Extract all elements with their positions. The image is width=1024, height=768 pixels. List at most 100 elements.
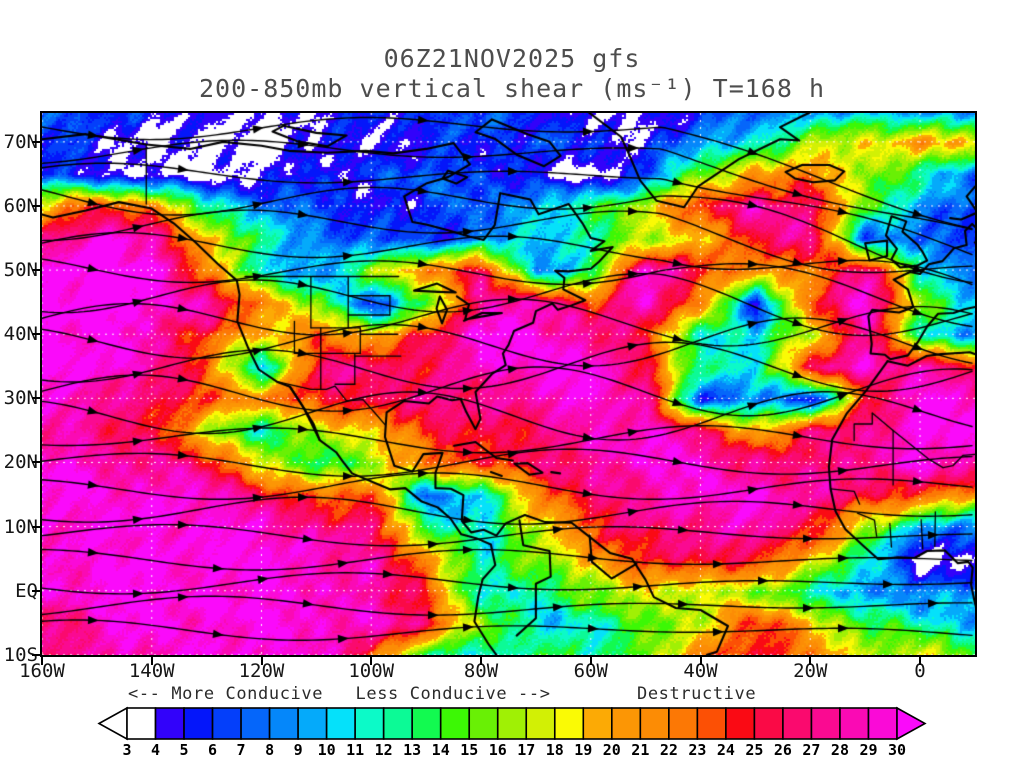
colorbar-segment: [382, 707, 413, 740]
colorbar-tick-label: 11: [346, 741, 365, 759]
colorbar-segment: [126, 707, 157, 740]
colorbar-tick-label: 20: [602, 741, 621, 759]
colorbar-legend-destructive: Destructive: [637, 684, 757, 704]
colorbar-segment: [696, 707, 727, 740]
colorbar-segment: [240, 707, 271, 740]
lon-tick-mark: [260, 657, 263, 665]
lon-tick-mark: [150, 657, 153, 665]
lat-tick-label: 20N: [3, 451, 38, 474]
colorbar-segment: [753, 707, 784, 740]
colorbar-segment: [611, 707, 642, 740]
colorbar: [97, 706, 927, 741]
colorbar-segment: [810, 707, 841, 740]
lat-tick-mark: [32, 461, 40, 464]
lon-tick-label: 140W: [128, 660, 175, 682]
lon-tick-mark: [41, 657, 43, 665]
colorbar-tick-label: 18: [545, 741, 564, 759]
colorbar-tick-label: 12: [374, 741, 393, 759]
colorbar-tick-label: 15: [460, 741, 479, 759]
colorbar-segment: [496, 707, 528, 740]
colorbar-tick-label: 13: [403, 741, 422, 759]
lon-tick-label: 160W: [19, 660, 65, 682]
colorbar-segment: [867, 707, 898, 740]
colorbar-segment: [211, 707, 242, 740]
chart-subtitle: 200-850mb vertical shear (ms⁻¹) T=168 h: [199, 74, 825, 103]
colorbar-tick-label: 5: [179, 741, 189, 759]
lat-tick-mark: [32, 653, 40, 656]
lat-tick-label: 10S: [3, 643, 38, 666]
lat-tick-mark: [32, 204, 40, 207]
colorbar-under-arrow: [97, 706, 128, 741]
colorbar-tick-label: 17: [517, 741, 536, 759]
lon-tick-mark: [370, 657, 373, 665]
lat-tick-mark: [32, 397, 40, 400]
colorbar-tick-label: 6: [208, 741, 218, 759]
lat-tick-label: EQ: [15, 579, 38, 602]
lon-tick-mark: [919, 657, 921, 665]
colorbar-segment: [183, 707, 214, 740]
lon-tick-mark: [480, 657, 482, 665]
lon-tick-label: 20W: [793, 660, 828, 682]
colorbar-over-arrow: [896, 706, 927, 741]
lat-tick-mark: [32, 333, 40, 336]
colorbar-tick-label: 7: [236, 741, 246, 759]
colorbar-segment: [268, 707, 299, 740]
colorbar-segment: [668, 707, 699, 740]
lon-tick-mark: [589, 657, 592, 665]
colorbar-segment: [582, 707, 613, 740]
colorbar-segment: [297, 707, 328, 740]
colorbar-tick-label: 24: [716, 741, 735, 759]
lon-tick-label: 100W: [348, 660, 395, 682]
lat-tick-mark: [32, 525, 40, 528]
lat-tick-mark: [32, 589, 40, 592]
lat-tick-mark: [32, 269, 40, 272]
colorbar-tick-label: 25: [745, 741, 764, 759]
colorbar-segment: [839, 707, 870, 740]
colorbar-segment: [468, 707, 499, 740]
colorbar-tick-label: 4: [151, 741, 161, 759]
colorbar-tick-label: 21: [631, 741, 650, 759]
lat-tick-label: 70N: [3, 130, 38, 153]
lat-tick-label: 10N: [3, 515, 38, 538]
colorbar-tick-label: 22: [659, 741, 678, 759]
lon-tick-mark: [809, 657, 812, 665]
lon-tick-label: 0: [914, 660, 926, 682]
colorbar-tick-label: 19: [574, 741, 593, 759]
colorbar-segment: [325, 707, 356, 740]
lat-tick-mark: [32, 140, 40, 143]
colorbar-tick-label: 3: [122, 741, 132, 759]
colorbar-segment: [782, 707, 813, 740]
colorbar-segment: [553, 707, 585, 740]
colorbar-tick-label: 23: [688, 741, 707, 759]
colorbar-segment: [411, 707, 442, 740]
colorbar-segment: [725, 707, 756, 740]
colorbar-tick-label: 28: [830, 741, 849, 759]
colorbar-tick-label: 8: [265, 741, 275, 759]
lat-tick-label: 50N: [3, 259, 38, 282]
lon-tick-label: 60W: [573, 660, 608, 682]
colorbar-segment: [439, 707, 471, 740]
colorbar-segment: [154, 707, 185, 740]
lat-tick-label: 60N: [3, 194, 38, 217]
shear-map-canvas: [42, 113, 975, 655]
lon-tick-label: 120W: [238, 660, 285, 682]
colorbar-segment: [639, 707, 670, 740]
lon-tick-label: 80W: [463, 660, 499, 682]
chart-title: 06Z21NOV2025 gfs: [383, 44, 641, 73]
lon-tick-mark: [699, 657, 702, 665]
colorbar-segment: [525, 707, 556, 740]
colorbar-tick-label: 26: [773, 741, 792, 759]
colorbar-tick-label: 27: [802, 741, 821, 759]
colorbar-tick-label: 30: [887, 741, 907, 759]
lon-tick-label: 40W: [683, 660, 718, 682]
colorbar-tick-label: 9: [293, 741, 303, 759]
lat-tick-label: 40N: [3, 323, 38, 346]
colorbar-tick-label: 10: [317, 741, 336, 759]
map-frame: [40, 111, 977, 657]
colorbar-tick-label: 29: [859, 741, 878, 759]
colorbar-segment: [354, 707, 385, 740]
colorbar-tick-label: 14: [431, 741, 450, 759]
lat-tick-label: 30N: [3, 387, 38, 410]
colorbar-tick-label: 16: [488, 741, 507, 759]
